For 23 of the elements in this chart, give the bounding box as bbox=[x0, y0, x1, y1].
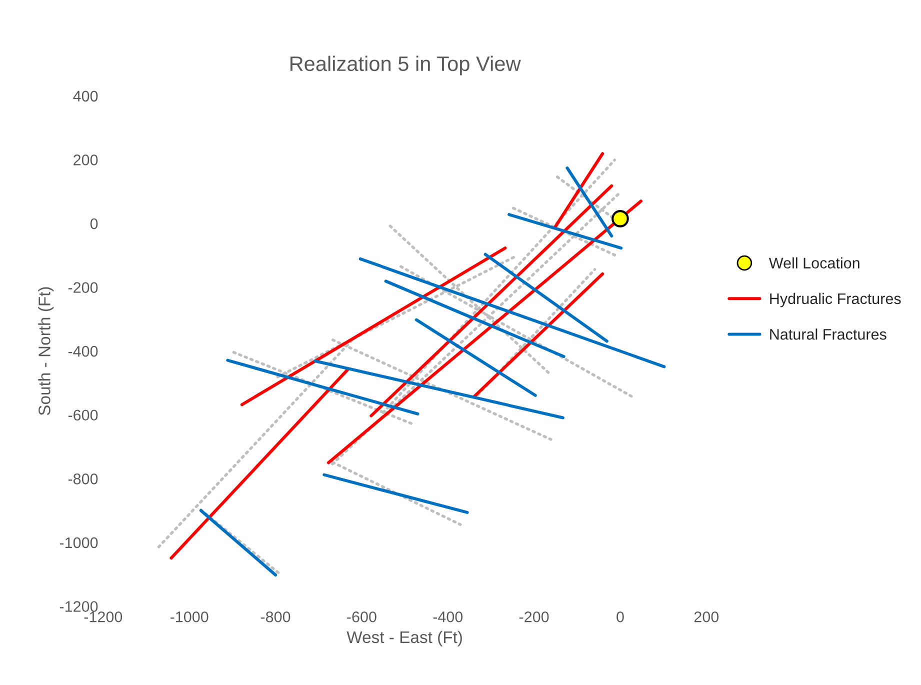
x-tick-label: 0 bbox=[616, 611, 624, 622]
legend-label: Hydrualic Fractures bbox=[770, 292, 901, 308]
y-axis-title: South - North (Ft) bbox=[38, 287, 54, 416]
y-tick-label: 400 bbox=[73, 90, 98, 102]
x-tick-label: -1200 bbox=[84, 611, 122, 622]
x-axis-title: West - East (Ft) bbox=[346, 630, 462, 646]
x-tick-label: -1000 bbox=[170, 611, 208, 622]
y-tick-label: 200 bbox=[74, 154, 98, 166]
chart-title: Realization 5 in Top View bbox=[290, 56, 521, 76]
legend-label: Natural Fractures bbox=[770, 328, 886, 340]
y-tick-label: -1200 bbox=[60, 601, 98, 612]
x-tick-label: 200 bbox=[694, 611, 719, 622]
legend-label: Well Location bbox=[768, 257, 860, 268]
y-tick-label: -400 bbox=[68, 346, 98, 357]
y-tick-label: 0 bbox=[90, 218, 98, 230]
y-tick-label: -600 bbox=[68, 410, 98, 421]
x-tick-label: -800 bbox=[260, 611, 290, 622]
y-tick-label: -200 bbox=[68, 282, 98, 293]
x-tick-label: -600 bbox=[347, 611, 376, 622]
x-tick-label: -400 bbox=[433, 611, 463, 622]
x-tick-label: -200 bbox=[519, 611, 549, 622]
y-tick-label: -1000 bbox=[60, 537, 98, 548]
y-tick-label: -800 bbox=[68, 474, 98, 484]
